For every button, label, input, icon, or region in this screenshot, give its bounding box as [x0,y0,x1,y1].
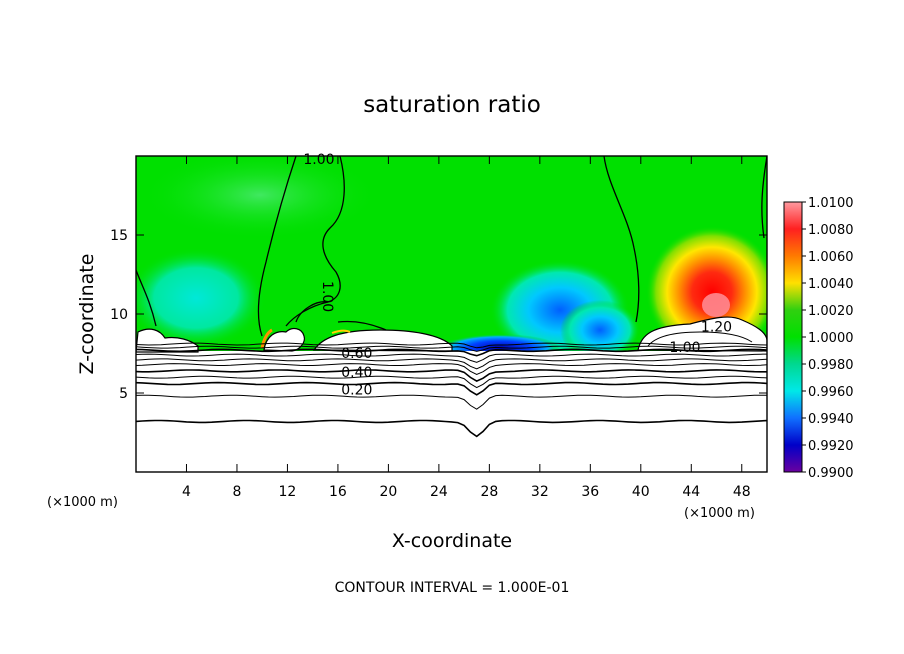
contour-line-16-loop [295,301,329,323]
contour-line-left-edge [136,269,157,327]
colorbar-segment [784,364,802,391]
contour-label: 1.20 [701,319,732,335]
field-light-region-top [140,156,380,240]
contour-label: 0.40 [341,365,372,381]
x-tick-label: 28 [480,484,498,500]
contour-line-50 [761,156,767,239]
y-tick-label: 15 [110,228,128,244]
colorbar-label: 1.0000 [808,331,854,346]
orange-edge-12 [260,328,273,349]
contour-line-15 [285,156,345,327]
x-axis-title: X-coordinate [392,530,512,552]
colorbar-label: 0.9980 [808,358,854,373]
colorbar-segment [784,310,802,337]
colorbar-segment [784,202,802,229]
x-tick-label: 8 [232,484,241,500]
contour-line-level [136,394,767,410]
contour-line-17 [337,320,387,331]
contour-lines-lower [136,342,767,438]
cloud-patch-right [637,316,767,352]
x-tick-label: 16 [329,484,347,500]
x-tick-label: 40 [632,484,650,500]
contour-line-level [136,353,767,363]
colorbar: 1.0100 1.0080 1.0060 1.0040 1.0020 1.0000 0.99… [783,196,854,481]
orange-edge-16 [331,329,351,334]
field-pink-core [702,293,730,317]
colorbar-label: 0.9900 [808,466,854,481]
contour-line-level [136,363,767,376]
field-lower-white [136,351,767,472]
colorbar-label: 0.9960 [808,385,854,400]
colorbar-segment [784,391,802,418]
colorbar-segment [784,418,802,445]
x-tick-label: 32 [531,484,549,500]
contour-label: 1.00 [319,281,335,312]
contour-line-level [136,345,767,352]
colorbar-segment [784,337,802,364]
x-tick-label: 12 [279,484,297,500]
y-tick-label: 10 [110,307,128,323]
y-tick-label: 5 [119,386,128,402]
field-cyan-region-left [136,248,266,348]
chart-title: saturation ratio [363,92,541,118]
colorbar-segment [784,229,802,256]
colorbar-label: 1.0100 [808,196,854,211]
colorbar-segment [784,283,802,310]
contour-interval-note: CONTOUR INTERVAL = 1.000E-01 [335,580,570,596]
contour-line-level [136,369,767,382]
colorbar-label: 0.9940 [808,412,854,427]
cloud-patch-right-inner [647,331,753,347]
x-tick-label: 44 [682,484,700,500]
colorbar-label: 1.0040 [808,277,854,292]
contour-label: 0.20 [341,383,372,399]
y-axis-title: Z-coordinate [76,254,98,375]
y-axis-ticks: 5 10 15 [110,228,767,402]
colorbar-segment [784,256,802,283]
contour-label: 0.60 [341,346,372,362]
contour-line-12 [257,156,297,337]
contour-line-level [136,342,767,349]
colorbar-label: 1.0080 [808,223,854,238]
contour-lines-upper [136,156,767,337]
x-unit-right: (×1000 m) [684,506,755,521]
contour-label: 1.00 [303,152,334,168]
colorbar-label: 1.0020 [808,304,854,319]
colorbar-label: 1.0060 [808,250,854,265]
x-axis-ticks: 4 8 12 16 20 24 28 32 36 40 44 48 [182,156,751,500]
colorbar-segment [784,445,802,472]
colorbar-label: 0.9920 [808,439,854,454]
contour-line-level [136,358,767,370]
cloud-patch-12 [263,327,305,352]
x-tick-label: 36 [581,484,599,500]
cloud-patch-mid [312,329,453,352]
contour-line-level [136,381,767,396]
contour-line-level [136,348,767,357]
x-tick-label: 24 [430,484,448,500]
contour-label: 1.00 [669,340,700,356]
contour-line-level [136,375,767,389]
x-tick-label: 48 [733,484,751,500]
x-tick-label: 20 [379,484,397,500]
x-tick-label: 4 [182,484,191,500]
contour-line-level [136,419,767,438]
plot-area [136,156,767,472]
x-unit-left: (×1000 m) [47,495,118,510]
contour-line-38 [603,156,640,323]
